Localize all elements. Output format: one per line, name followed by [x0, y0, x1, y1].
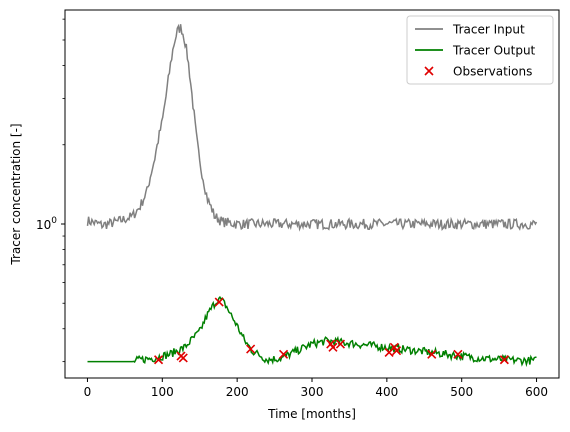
x-tick-label: 300 [301, 385, 324, 399]
observation-marker [328, 342, 338, 352]
series-tracer-input [86, 23, 538, 232]
observation-marker [335, 339, 346, 349]
x-tick-label: 0 [84, 385, 92, 399]
series-line [87, 295, 537, 368]
series-line [86, 23, 538, 232]
observation-marker [178, 353, 188, 363]
y-axis-ticks: 100 [36, 18, 65, 363]
series-layer [86, 23, 538, 368]
observation-marker [427, 349, 437, 359]
x-tick-label: 600 [525, 385, 548, 399]
observation-marker [499, 355, 509, 365]
x-axis-label: Time [months] [267, 407, 356, 421]
legend-box [406, 15, 554, 85]
observation-marker [453, 349, 463, 359]
x-tick-label: 500 [450, 385, 473, 399]
observation-marker [214, 297, 224, 307]
x-tick-label: 400 [375, 385, 398, 399]
observation-marker [153, 355, 164, 365]
series-tracer-output [87, 295, 537, 368]
legend-item: Tracer Output [415, 44, 536, 58]
x-axis-ticks: 0 100 200 300 400 500 600 [84, 378, 548, 399]
legend: Tracer Input Tracer Output Observations [406, 15, 554, 85]
x-tick-label: 100 [151, 385, 174, 399]
observation-marker [246, 344, 256, 354]
series-observations [153, 297, 509, 365]
y-tick-label: 100 [36, 216, 57, 232]
observation-marker [392, 346, 402, 356]
legend-label: Observations [453, 65, 532, 79]
legend-label: Tracer Input [452, 23, 525, 37]
observation-marker [278, 349, 289, 359]
x-tick-label: 200 [226, 385, 249, 399]
legend-label: Tracer Output [452, 44, 536, 58]
y-axis-label: Tracer concentration [-] [9, 123, 23, 265]
legend-item: Tracer Input [415, 23, 525, 37]
legend-swatch [424, 66, 434, 76]
legend-item: Observations [424, 65, 532, 79]
